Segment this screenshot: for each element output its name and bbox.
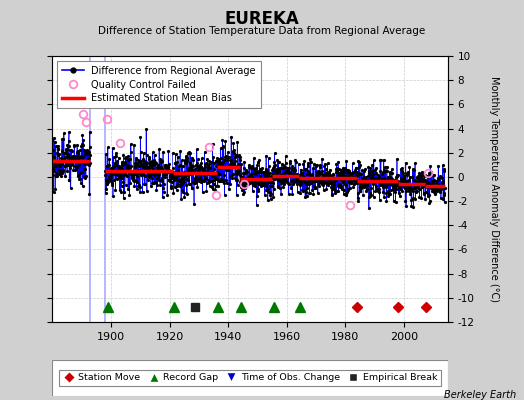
Text: EUREKA: EUREKA <box>225 10 299 28</box>
Text: Difference of Station Temperature Data from Regional Average: Difference of Station Temperature Data f… <box>99 26 425 36</box>
Legend: Station Move, Record Gap, Time of Obs. Change, Empirical Break: Station Move, Record Gap, Time of Obs. C… <box>59 370 441 386</box>
FancyBboxPatch shape <box>52 360 448 396</box>
Text: Berkeley Earth: Berkeley Earth <box>444 390 516 400</box>
Legend: Difference from Regional Average, Quality Control Failed, Estimated Station Mean: Difference from Regional Average, Qualit… <box>57 61 260 108</box>
Y-axis label: Monthly Temperature Anomaly Difference (°C): Monthly Temperature Anomaly Difference (… <box>489 76 499 302</box>
